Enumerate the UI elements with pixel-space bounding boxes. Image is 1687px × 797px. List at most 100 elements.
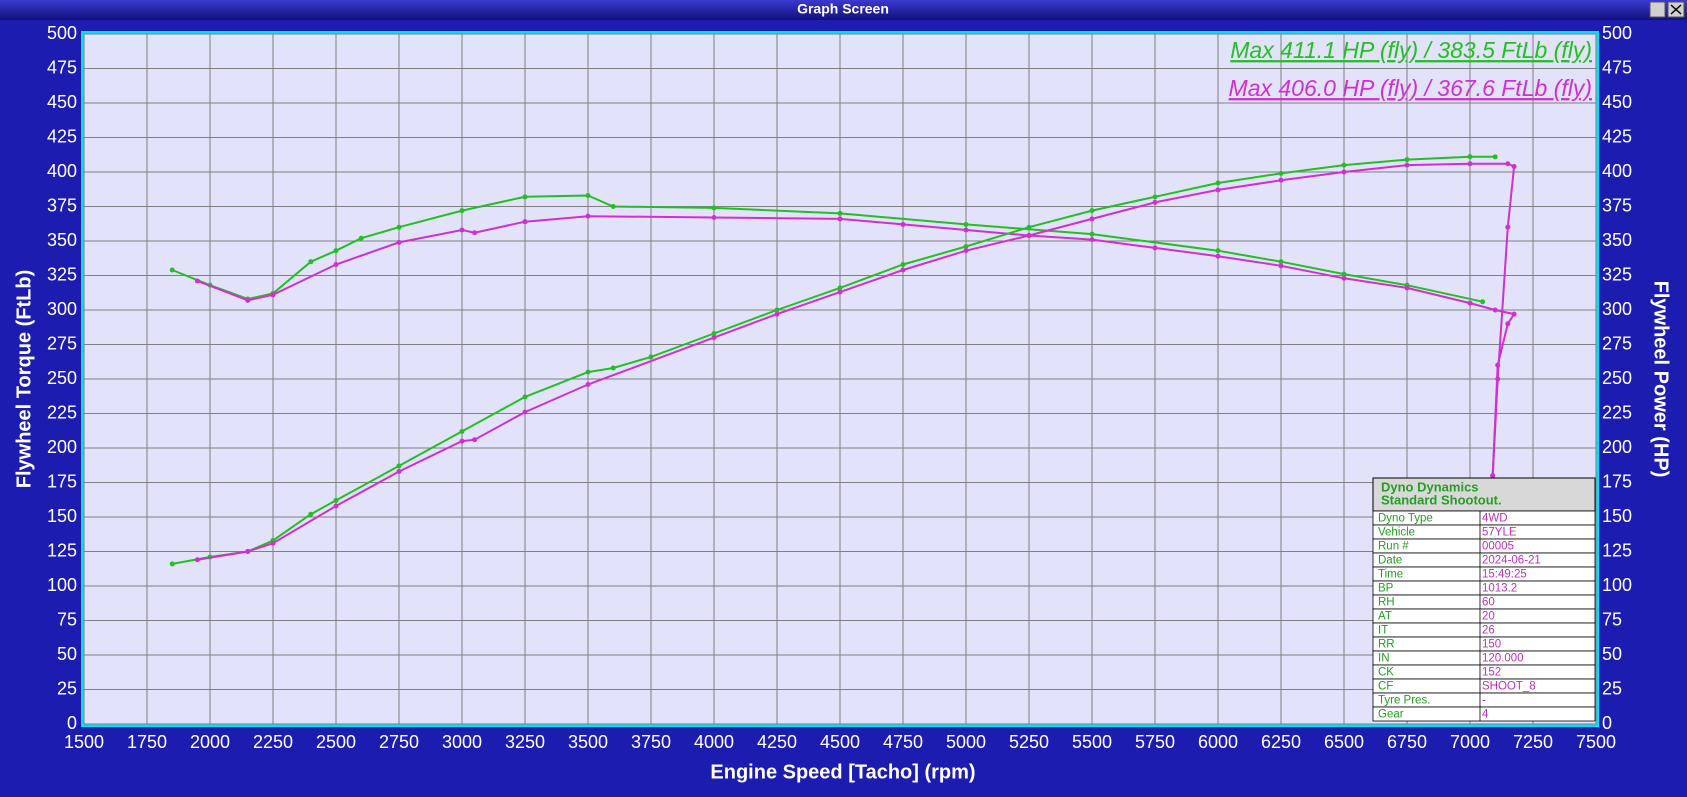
data-point	[472, 437, 478, 443]
restore-button[interactable]	[1649, 1, 1666, 18]
info-value: 20	[1482, 611, 1495, 623]
data-point	[1278, 259, 1284, 265]
data-point	[585, 192, 591, 198]
data-point	[1341, 169, 1347, 175]
window-title: Graph Screen	[797, 1, 889, 17]
x-tick-label: 5500	[1072, 732, 1112, 752]
x-tick-label: 5000	[946, 732, 986, 752]
y-tick-label: 200	[47, 437, 77, 457]
info-value: 57YLE	[1482, 527, 1517, 539]
data-point	[459, 208, 465, 214]
info-label: IN	[1378, 653, 1390, 665]
y2-tick-label: 400	[1602, 161, 1632, 181]
info-label: Date	[1378, 555, 1402, 567]
x-tick-label: 7000	[1450, 732, 1490, 752]
info-label: CF	[1378, 681, 1393, 693]
y-tick-label: 300	[47, 299, 77, 319]
max-annotation: Max 406.0 HP (fly) / 367.6 FtLb (fly)	[1229, 75, 1592, 101]
data-point	[270, 540, 276, 546]
data-point	[648, 354, 654, 360]
y-tick-label: 0	[67, 713, 77, 733]
data-point	[1215, 187, 1221, 193]
y-tick-label: 400	[47, 161, 77, 181]
y2-tick-label: 175	[1602, 471, 1632, 491]
x-tick-label: 4750	[883, 732, 923, 752]
y2-tick-label: 475	[1602, 57, 1632, 77]
data-point	[1467, 300, 1473, 306]
data-point	[1026, 224, 1032, 230]
data-point	[1341, 271, 1347, 277]
data-point	[522, 219, 528, 225]
info-label: Vehicle	[1378, 527, 1415, 539]
x-tick-label: 3000	[442, 732, 482, 752]
data-point	[1341, 275, 1347, 281]
data-point	[1152, 194, 1158, 200]
y-tick-label: 375	[47, 195, 77, 215]
y-tick-label: 50	[57, 644, 77, 664]
y-tick-label: 175	[47, 471, 77, 491]
x-axis-label: Engine Speed [Tacho] (rpm)	[710, 761, 975, 783]
info-value: -	[1482, 695, 1486, 707]
y-tick-label: 100	[47, 575, 77, 595]
grid: 1500 1750 2000 2250 2500 2750 3000 3250 3500 3750…	[47, 23, 1632, 752]
data-point	[1492, 307, 1498, 313]
data-point	[522, 409, 528, 415]
data-point	[1404, 157, 1410, 163]
data-point	[1089, 231, 1095, 237]
data-point	[610, 365, 616, 371]
data-point	[1152, 199, 1158, 205]
data-point	[1511, 311, 1517, 317]
info-label: Run #	[1378, 541, 1409, 553]
data-point	[194, 557, 200, 563]
data-point	[333, 248, 339, 254]
data-point	[396, 224, 402, 230]
data-point	[459, 227, 465, 233]
series-line	[197, 215, 1516, 476]
data-point	[585, 382, 591, 388]
data-point	[837, 285, 843, 291]
data-point	[1511, 163, 1517, 169]
info-value: 4WD	[1482, 513, 1508, 525]
x-tick-label: 7500	[1576, 732, 1616, 752]
data-point	[837, 216, 843, 222]
info-value: 26	[1482, 625, 1495, 637]
series-line	[172, 155, 1496, 565]
y2-tick-label: 225	[1602, 402, 1632, 422]
info-label: CK	[1378, 667, 1394, 679]
y2-axis-label: Flywheel Power (HP)	[1650, 281, 1672, 478]
info-label: Gear	[1378, 709, 1404, 721]
data-point	[194, 278, 200, 284]
data-point	[1467, 161, 1473, 167]
data-point	[1089, 237, 1095, 243]
data-point	[169, 267, 175, 273]
data-point	[900, 267, 906, 273]
data-point	[711, 205, 717, 211]
data-point	[245, 297, 251, 303]
y2-tick-label: 200	[1602, 437, 1632, 457]
x-tick-label: 7250	[1513, 732, 1553, 752]
x-tick-label: 2250	[253, 732, 293, 752]
data-point	[333, 261, 339, 267]
x-tick-label: 6250	[1261, 732, 1301, 752]
data-point	[1490, 473, 1496, 479]
y-tick-label: 500	[47, 23, 77, 43]
info-value: 00005	[1482, 541, 1514, 553]
x-tick-label: 2750	[379, 732, 419, 752]
y2-tick-label: 350	[1602, 230, 1632, 250]
data-point	[963, 244, 969, 250]
info-value: 15:49:25	[1482, 569, 1527, 581]
data-point	[963, 248, 969, 254]
data-point	[585, 213, 591, 219]
x-tick-label: 3500	[568, 732, 608, 752]
y-tick-label: 125	[47, 540, 77, 560]
x-tick-label: 3250	[505, 732, 545, 752]
y-tick-label: 350	[47, 230, 77, 250]
y2-tick-label: 75	[1602, 609, 1622, 629]
x-tick-label: 4250	[757, 732, 797, 752]
x-tick-label: 6750	[1387, 732, 1427, 752]
y-tick-label: 225	[47, 402, 77, 422]
data-point	[1215, 248, 1221, 254]
y2-tick-label: 325	[1602, 264, 1632, 284]
info-title: Standard Shootout.	[1381, 492, 1502, 507]
